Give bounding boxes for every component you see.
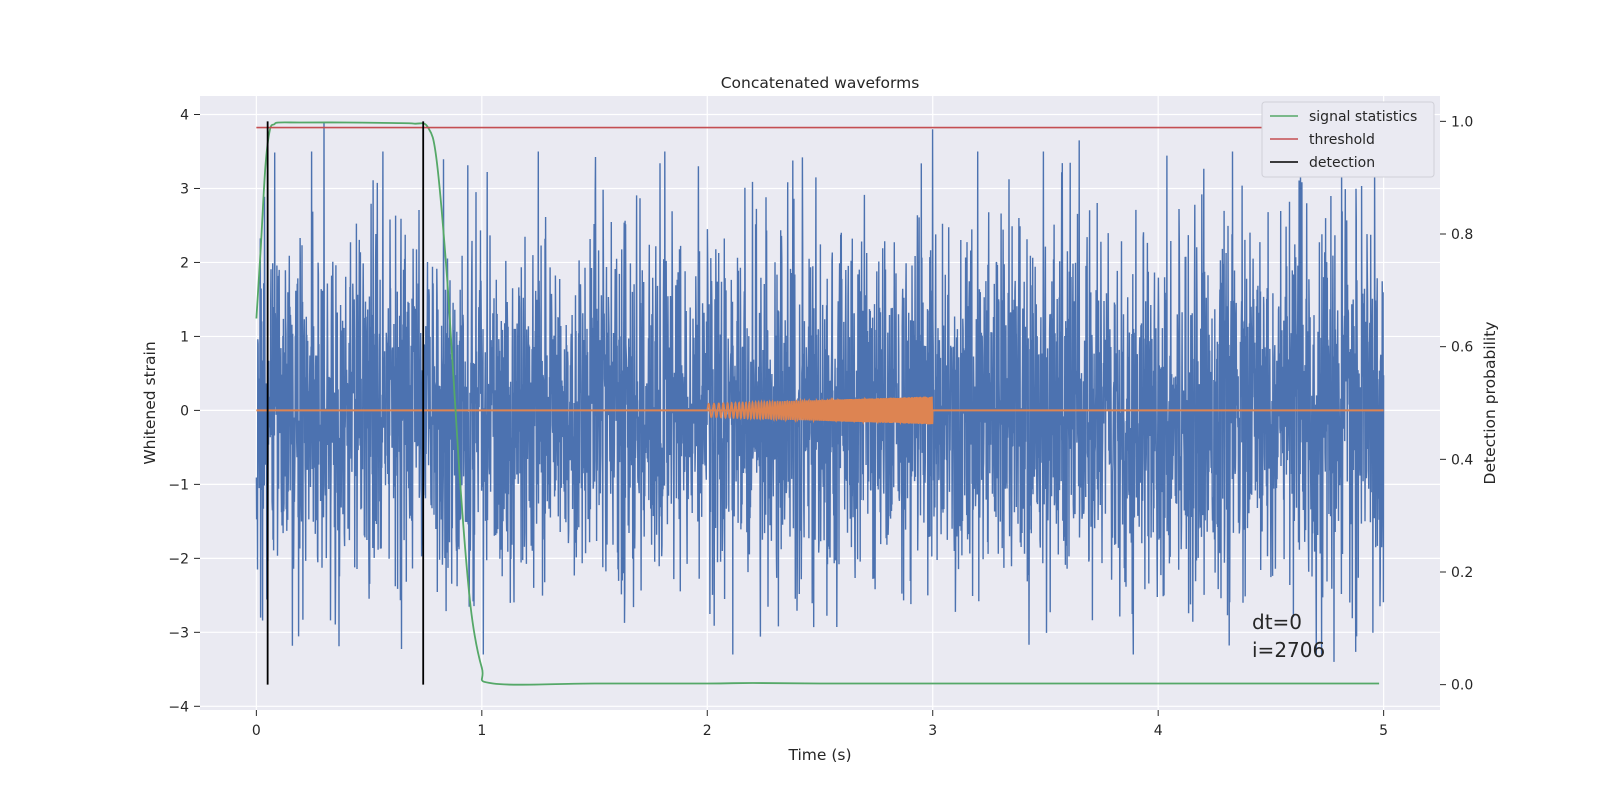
- chirp-waveform-line: [706, 396, 934, 426]
- chart-title: Concatenated waveforms: [721, 74, 920, 92]
- y2-tick-label: 0.4: [1451, 452, 1473, 468]
- y-tick-label: 1: [180, 329, 189, 345]
- y-tick-label: 0: [180, 403, 189, 419]
- y-tick-label: −3: [168, 625, 189, 641]
- x-axis-label: Time (s): [787, 746, 851, 764]
- x-tick-label: 3: [928, 723, 937, 739]
- legend-label-threshold: threshold: [1309, 132, 1375, 148]
- legend: signal statistics threshold detection: [1261, 101, 1435, 178]
- legend-label-signal-statistics: signal statistics: [1309, 109, 1417, 125]
- data-series: [255, 121, 1385, 686]
- y-tick-label: −4: [168, 699, 189, 715]
- y-tick-label: −1: [168, 477, 189, 493]
- y-tick-label: −2: [168, 551, 189, 567]
- legend-label-detection: detection: [1309, 155, 1375, 171]
- signal-statistics-line: [255, 121, 1380, 686]
- axis-ticks: 0 1 2 3 4 5 −4 −3 −2 −1 0 1 2 3 4 0.0 0.2 0.4 0.6 0.8 1.0: [168, 107, 1473, 739]
- annotation-index: i=2706: [1252, 638, 1325, 662]
- annotation-dt: dt=0: [1252, 610, 1302, 634]
- y2-tick-label: 1.0: [1451, 114, 1473, 130]
- y-tick-label: 2: [180, 255, 189, 271]
- y2-tick-label: 0.8: [1451, 227, 1473, 243]
- strain-noise-line: [255, 121, 1385, 662]
- y2-tick-label: 0.6: [1451, 340, 1473, 356]
- x-tick-label: 1: [477, 723, 486, 739]
- x-tick-label: 0: [252, 723, 261, 739]
- y2-axis-label: Detection probability: [1481, 322, 1499, 485]
- x-tick-label: 4: [1154, 723, 1163, 739]
- y2-tick-label: 0.2: [1451, 565, 1473, 581]
- y-tick-label: 3: [180, 181, 189, 197]
- y2-tick-label: 0.0: [1451, 678, 1473, 694]
- y-tick-label: 4: [180, 107, 189, 123]
- x-tick-label: 5: [1379, 723, 1388, 739]
- y-axis-label: Whitened strain: [141, 341, 159, 464]
- legend-box: [1261, 101, 1435, 178]
- x-tick-label: 2: [703, 723, 712, 739]
